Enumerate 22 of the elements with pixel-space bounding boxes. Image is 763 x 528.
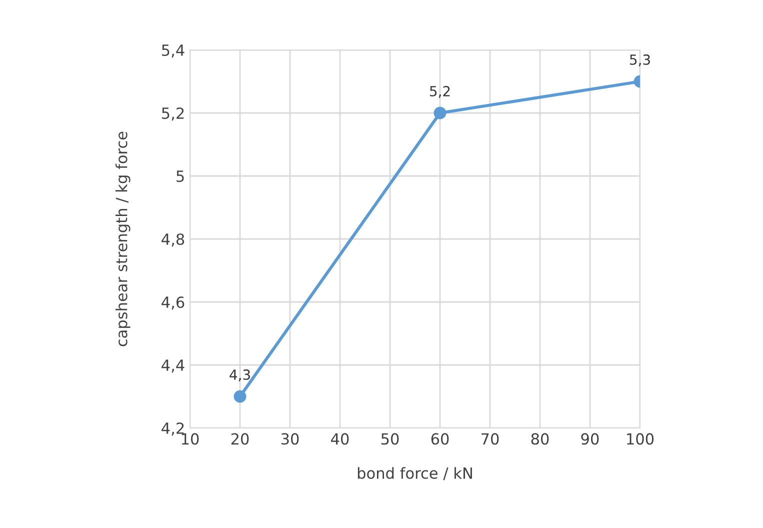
y-tick-label: 5 xyxy=(176,170,184,182)
y-tick-label: 4,6 xyxy=(162,296,184,310)
x-tick-label: 10 xyxy=(182,433,199,445)
y-tick-label: 4,2 xyxy=(162,422,184,436)
data-label: 4,3 xyxy=(230,369,250,382)
x-tick-label: 50 xyxy=(381,433,399,445)
x-tick-label: 100 xyxy=(627,433,654,445)
x-tick-label: 80 xyxy=(531,433,549,445)
y-axis-title: capshear strength / kg force xyxy=(116,132,130,346)
x-axis-title: bond force / kN xyxy=(358,467,472,480)
y-tick-label: 5,4 xyxy=(162,44,184,58)
x-tick-label: 30 xyxy=(281,433,299,445)
y-tick-label: 5,2 xyxy=(162,107,184,121)
x-tick-label: 40 xyxy=(331,433,349,445)
x-tick-label: 20 xyxy=(231,433,249,445)
x-tick-label: 90 xyxy=(581,433,599,445)
x-tick-label: 60 xyxy=(431,433,449,445)
data-label: 5,3 xyxy=(630,54,650,66)
y-tick-label: 4,8 xyxy=(162,233,184,247)
y-tick-label: 4,4 xyxy=(162,360,184,373)
x-tick-label: 70 xyxy=(482,433,499,445)
data-label: 5,2 xyxy=(430,86,450,98)
